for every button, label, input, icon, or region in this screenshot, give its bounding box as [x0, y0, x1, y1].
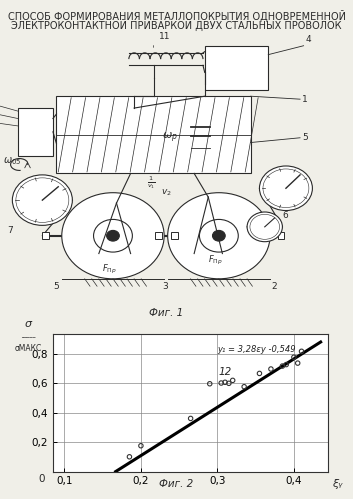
FancyBboxPatch shape [18, 108, 53, 156]
Circle shape [107, 231, 119, 241]
Text: 6: 6 [282, 211, 288, 220]
Text: $v_2$: $v_2$ [161, 187, 171, 198]
FancyBboxPatch shape [155, 232, 162, 240]
Text: 7: 7 [7, 226, 13, 235]
Circle shape [94, 220, 132, 252]
Text: 0: 0 [39, 474, 45, 484]
Circle shape [263, 169, 309, 208]
Circle shape [12, 175, 72, 226]
Point [219, 379, 224, 387]
Point [138, 442, 144, 450]
Point [207, 380, 213, 388]
Circle shape [213, 231, 225, 241]
Text: 12: 12 [219, 367, 232, 377]
FancyBboxPatch shape [205, 46, 268, 90]
Text: ξᵧ: ξᵧ [332, 479, 342, 489]
Text: 1: 1 [302, 95, 307, 104]
Point [283, 361, 289, 369]
Text: 4: 4 [305, 35, 311, 44]
Text: Фиг. 2: Фиг. 2 [159, 479, 194, 489]
Point [295, 359, 300, 367]
Text: $\frac{1}{v_1}$: $\frac{1}{v_1}$ [148, 175, 156, 191]
Point [222, 378, 228, 386]
Circle shape [62, 193, 164, 279]
Text: $\omega_{05}$: $\omega_{05}$ [3, 155, 21, 167]
Text: 5: 5 [53, 282, 59, 291]
Circle shape [250, 215, 280, 240]
Text: 3: 3 [162, 282, 168, 291]
Point [280, 362, 285, 370]
Text: $F_{\Pi p}$: $F_{\Pi p}$ [102, 263, 117, 276]
FancyBboxPatch shape [171, 232, 178, 240]
Text: $\omega_p$: $\omega_p$ [162, 131, 177, 145]
Point [230, 376, 235, 384]
Text: 2: 2 [272, 282, 277, 291]
Text: ЭЛЕКТРОКОНТАКТНОЙ ПРИВАРКОЙ ДВУХ СТАЛЬНЫХ ПРОВОЛОК: ЭЛЕКТРОКОНТАКТНОЙ ПРИВАРКОЙ ДВУХ СТАЛЬНЫ… [11, 19, 342, 31]
Circle shape [16, 178, 69, 223]
Circle shape [259, 166, 312, 211]
Text: σ: σ [25, 319, 32, 329]
Point [268, 365, 274, 373]
Point [188, 415, 193, 423]
Text: СПОСОБ ФОРМИРОВАНИЯ МЕТАЛЛОПОКРЫТИЯ ОДНОВРЕМЕННОЙ: СПОСОБ ФОРМИРОВАНИЯ МЕТАЛЛОПОКРЫТИЯ ОДНО… [7, 10, 346, 22]
Text: ─────: ───── [21, 334, 35, 339]
Text: y₁ = 3,28εy -0,549: y₁ = 3,28εy -0,549 [217, 345, 296, 354]
Text: $F_{\Pi p}$: $F_{\Pi p}$ [208, 254, 223, 267]
Circle shape [199, 220, 238, 252]
Point [299, 347, 304, 355]
Point [291, 353, 297, 361]
Point [226, 379, 232, 387]
Circle shape [247, 212, 282, 242]
Text: σМАКС: σМАКС [14, 344, 42, 353]
Text: 11: 11 [159, 32, 170, 41]
Point [127, 453, 132, 461]
Text: 5: 5 [302, 133, 307, 142]
Point [241, 383, 247, 391]
Point [257, 369, 262, 377]
FancyBboxPatch shape [42, 232, 49, 240]
Circle shape [168, 193, 270, 279]
FancyBboxPatch shape [278, 232, 284, 240]
Text: Фиг. 1: Фиг. 1 [149, 308, 183, 318]
FancyBboxPatch shape [56, 96, 251, 174]
